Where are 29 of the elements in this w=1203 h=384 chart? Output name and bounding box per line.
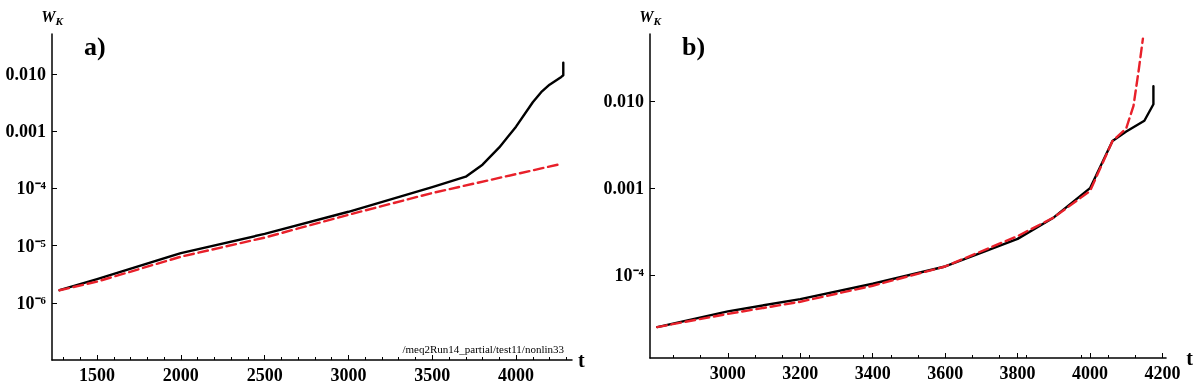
- x-tick-label: 4200: [1144, 363, 1181, 383]
- x-tick-label: 3800: [999, 363, 1036, 383]
- x-tick-label: 3000: [709, 363, 746, 383]
- y-tick-label: 0.001: [5, 121, 46, 142]
- x-axis-title: t: [1186, 347, 1194, 369]
- line-series: [656, 37, 1145, 329]
- annotation: b): [682, 31, 706, 61]
- annotation: /meq2Run14_partial/test11/nonlin33: [402, 342, 565, 355]
- x-axis-title: t: [578, 349, 585, 371]
- x-tick-label: 1500: [79, 365, 116, 384]
- x-tick-label: 3000: [330, 365, 367, 384]
- line-series: [58, 163, 560, 292]
- y-tick-label: 10⁻⁴: [16, 178, 47, 199]
- x-tick-label: 3400: [854, 363, 891, 383]
- x-tick-label: 4000: [1072, 363, 1109, 383]
- x-tick-label: 2000: [162, 365, 199, 384]
- y-tick-label: 0.001: [603, 178, 644, 199]
- x-tick-label: 2500: [246, 365, 283, 384]
- y-tick-label: 10⁻⁴: [614, 264, 645, 285]
- x-tick-label: 3500: [414, 365, 451, 384]
- x-tick-label: 4000: [498, 365, 535, 384]
- x-tick-label: 3600: [927, 363, 964, 383]
- annotation: a): [84, 31, 106, 61]
- y-tick-label: 0.010: [5, 63, 46, 84]
- y-tick-label: 0.010: [603, 91, 644, 112]
- y-tick-label: 10⁻⁵: [16, 235, 47, 256]
- y-tick-label: 10⁻⁶: [16, 292, 47, 313]
- x-tick-label: 3200: [782, 363, 819, 383]
- line-series: [58, 61, 565, 292]
